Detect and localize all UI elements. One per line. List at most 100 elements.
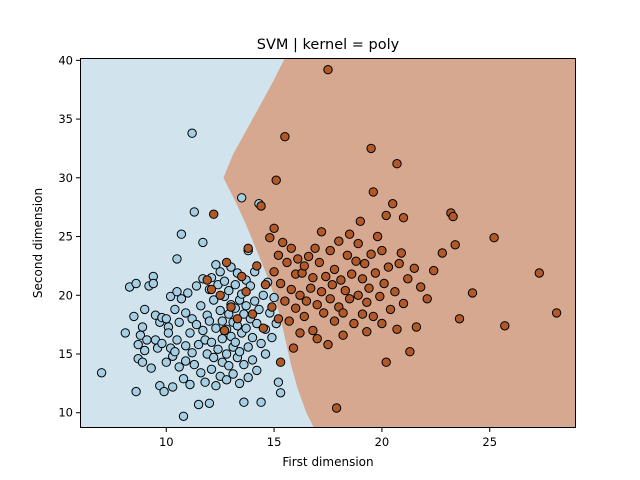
data-point-class-0 [234, 378, 245, 389]
data-point-class-1 [450, 240, 460, 250]
data-point-class-0 [178, 411, 189, 421]
y-tick-label: 25 [58, 230, 73, 244]
data-point-class-1 [422, 294, 432, 304]
data-point-class-1 [364, 283, 374, 293]
data-point-class-1 [325, 294, 335, 304]
data-point-class-0 [217, 316, 228, 326]
data-point-class-0 [234, 347, 245, 357]
data-point-class-1 [375, 291, 385, 302]
data-point-class-0 [247, 332, 258, 343]
class-1-points [202, 65, 562, 413]
class-1-region [223, 58, 576, 428]
data-point-class-1 [334, 236, 344, 246]
data-point-class-1 [316, 287, 327, 297]
data-point-class-0 [161, 357, 172, 367]
x-tick-label: 25 [482, 435, 497, 449]
data-point-class-1 [278, 237, 288, 248]
data-point-class-1 [362, 297, 372, 307]
data-point-class-1 [314, 257, 325, 268]
data-point-class-0 [181, 341, 191, 351]
data-point-class-1 [398, 298, 409, 309]
data-point-class-1 [241, 287, 251, 297]
data-point-class-1 [284, 316, 294, 326]
y-axis-ticks: 10 15 20 25 30 35 40 [58, 53, 80, 420]
data-point-class-1 [409, 263, 419, 273]
y-tick-label: 35 [58, 112, 73, 126]
data-point-class-0 [181, 308, 191, 318]
data-point-class-0 [191, 319, 202, 330]
data-point-class-0 [254, 304, 264, 315]
data-point-class-0 [209, 295, 219, 305]
data-point-class-0 [204, 316, 215, 326]
data-point-class-1 [295, 328, 305, 338]
data-point-class-0 [159, 386, 169, 397]
data-point-class-0 [256, 338, 266, 349]
data-point-class-0 [237, 193, 247, 203]
data-point-class-0 [275, 388, 286, 398]
data-point-class-1 [340, 285, 350, 296]
data-point-class-0 [239, 359, 249, 370]
data-point-class-1 [329, 316, 340, 326]
data-point-class-1 [299, 311, 309, 322]
data-point-class-1 [349, 318, 359, 329]
data-point-class-1 [273, 314, 284, 324]
data-point-class-1 [308, 273, 318, 283]
data-point-class-1 [286, 243, 296, 254]
data-point-class-1 [351, 256, 361, 266]
data-point-class-1 [377, 245, 387, 256]
data-point-class-1 [293, 254, 303, 264]
data-point-class-0 [196, 368, 206, 378]
data-point-class-1 [237, 271, 247, 282]
data-point-class-0 [239, 397, 249, 407]
data-point-class-0 [215, 267, 225, 277]
data-point-class-1 [243, 243, 253, 254]
data-point-class-0 [148, 278, 159, 289]
y-tick-label: 15 [58, 347, 73, 361]
data-point-class-1 [323, 65, 333, 75]
data-point-class-1 [269, 267, 279, 277]
data-point-class-0 [256, 397, 266, 407]
data-point-class-0 [198, 325, 208, 336]
data-point-class-1 [301, 296, 312, 306]
data-point-class-1 [306, 283, 316, 293]
data-point-class-0 [172, 287, 182, 297]
data-point-class-1 [280, 296, 290, 306]
data-point-class-1 [336, 275, 346, 285]
data-point-class-0 [133, 339, 143, 350]
y-axis-label: Second dimension [31, 188, 45, 298]
data-point-class-1 [366, 143, 376, 154]
data-point-class-1 [390, 287, 400, 297]
data-point-class-0 [221, 349, 232, 359]
data-point-class-1 [312, 334, 322, 344]
data-point-class-1 [219, 325, 230, 336]
data-point-class-1 [275, 278, 286, 289]
data-point-class-1 [368, 311, 378, 322]
data-point-class-1 [353, 238, 363, 249]
data-point-class-1 [411, 322, 422, 332]
data-point-class-0 [269, 292, 279, 303]
data-point-class-1 [310, 243, 320, 254]
data-point-class-0 [211, 323, 221, 333]
data-point-class-1 [202, 275, 212, 285]
chart-title: SVM | kernel = poly [257, 37, 400, 53]
data-point-class-0 [219, 276, 230, 286]
data-point-class-1 [355, 216, 365, 227]
data-point-class-1 [381, 210, 391, 221]
data-point-class-0 [185, 328, 195, 338]
data-point-class-0 [120, 328, 131, 338]
y-tick-label: 10 [58, 406, 73, 420]
data-point-class-1 [344, 294, 355, 304]
data-point-class-1 [258, 323, 268, 333]
data-point-class-1 [392, 159, 402, 169]
data-point-class-0 [183, 288, 193, 298]
data-point-class-1 [467, 288, 478, 298]
data-point-class-1 [323, 339, 333, 350]
x-tick-label: 15 [267, 435, 282, 449]
data-point-class-0 [165, 291, 176, 302]
data-point-class-1 [329, 264, 340, 275]
data-point-class-0 [224, 285, 234, 296]
data-point-class-1 [454, 314, 465, 324]
data-point-class-1 [416, 282, 426, 292]
data-point-class-1 [331, 403, 342, 413]
